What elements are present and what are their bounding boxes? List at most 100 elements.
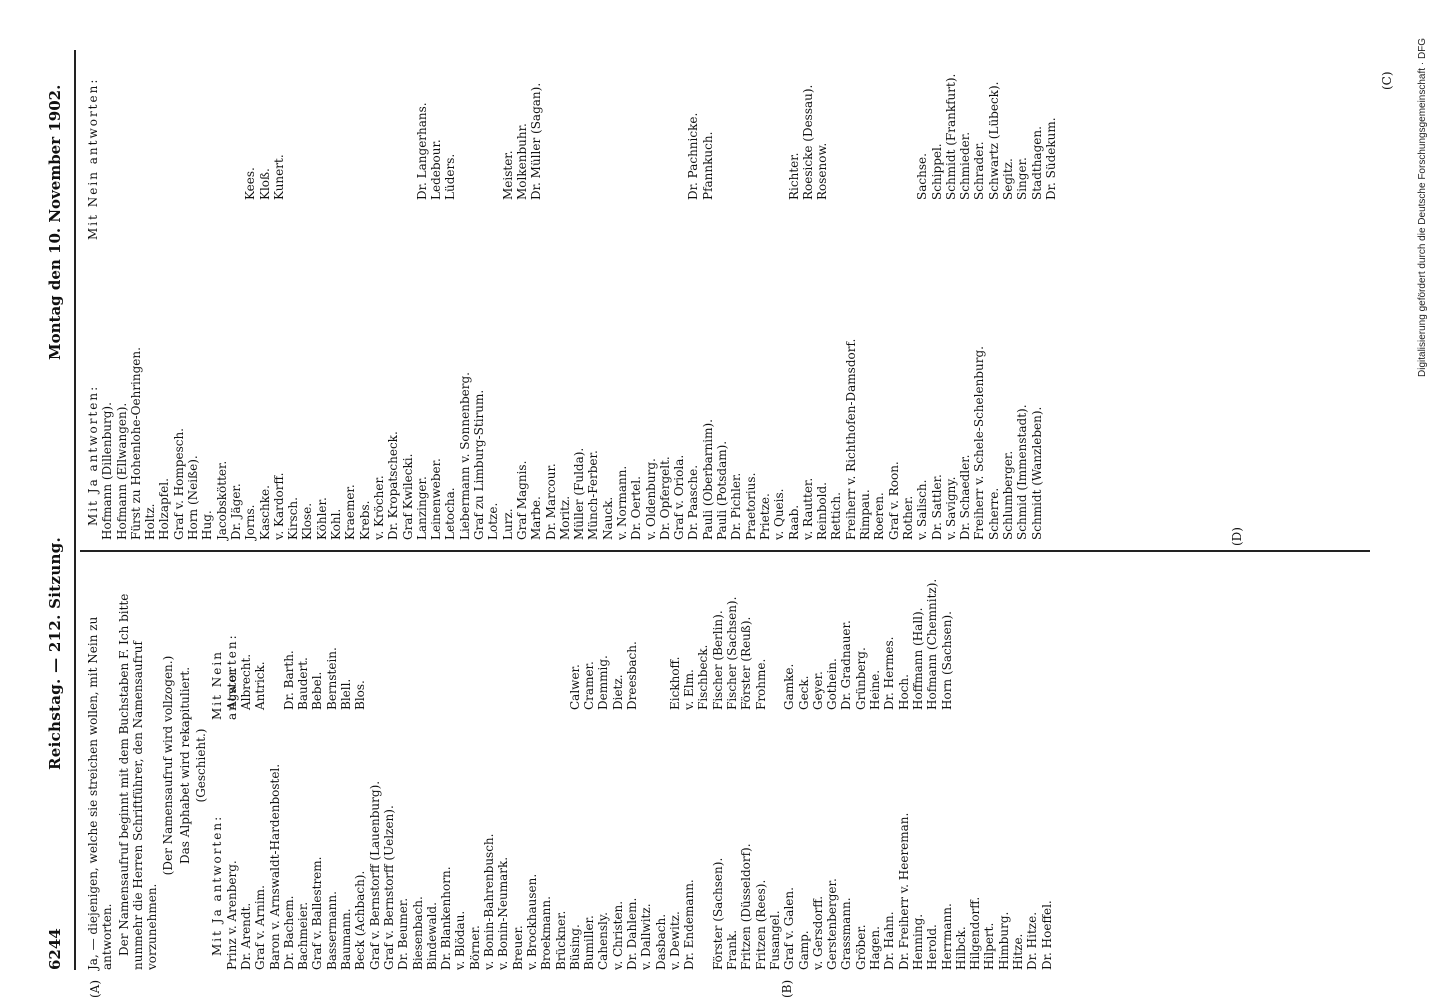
name-row: Graf v. Ballestrem. Bebel.: [310, 575, 324, 970]
name-cell: Dasbach.: [653, 913, 668, 970]
name-row: Henning. Hoffmann (Hall).: [911, 575, 925, 971]
name-cell: Breuer.: [510, 925, 525, 970]
name-cell: Frohme.: [753, 658, 768, 710]
name-row: Liebermann v. Sonnenberg.: [458, 50, 472, 540]
name-cell: Stadthagen.: [1029, 126, 1044, 200]
name-row: Jacobskötter.: [215, 50, 229, 540]
column-divider: [80, 550, 1370, 552]
name-row: Lotze.: [486, 50, 500, 540]
heading-ja-left: Mit Ja antworten:: [210, 814, 225, 956]
name-cell: Liebermann v. Sonnenberg.: [457, 372, 472, 540]
name-cell: Dr. Müller (Sagan).: [529, 82, 544, 200]
header-rule: [74, 50, 76, 970]
name-row: Herold. Hofmann (Chemnitz).: [925, 575, 939, 970]
name-row: Leinenweber. Ledebour.: [429, 50, 443, 540]
name-cell: Dr. Marcour.: [543, 463, 558, 540]
name-row: Dr. Pichler.: [729, 50, 743, 540]
name-row: v. Queis.: [772, 50, 786, 540]
name-row: Pauli (Oberbarnim). Pfannkuch.: [701, 50, 715, 540]
name-row: Köhler.: [315, 50, 329, 540]
vote-headings-right: Mit Ja antworten: Mit Nein antworten:: [86, 50, 100, 540]
name-row: v. Kardorff. Kunert.: [272, 50, 286, 540]
name-cell: Kloß.: [257, 168, 272, 200]
name-row: Hilgendorff.: [968, 575, 982, 970]
name-row: Brückner.: [554, 575, 568, 970]
name-cell: Dr. Hoeffel.: [1039, 900, 1054, 970]
name-row: Rimpau.: [858, 50, 872, 540]
name-row: Baron v. Arnswaldt-Hardenbostel.: [268, 575, 282, 970]
name-cell: v. Brockhausen.: [524, 873, 539, 970]
name-cell: Blos.: [353, 680, 368, 710]
name-cell: Kees.: [243, 167, 258, 200]
name-cell: Graf v. Ballestrem.: [310, 856, 325, 970]
name-cell: Hofmann (Ellwangen).: [114, 402, 129, 540]
name-row: Biesenbach.: [411, 575, 425, 970]
name-cell: Holtz.: [143, 503, 158, 541]
name-cell: Münch-Ferber.: [586, 450, 601, 540]
intro-paragraph-1: Ja, — diejenigen, welche sie streichen w…: [86, 616, 115, 970]
name-row: Graf v. Hompesch.: [172, 50, 186, 540]
name-row: Bachmeier. Baudert.: [296, 575, 310, 970]
name-cell: Schmidt (Wanzleben).: [1029, 406, 1044, 540]
name-cell: Dr. Gradnauer.: [839, 620, 854, 710]
name-cell: v. Normann.: [614, 465, 629, 540]
name-row: Fusangel.: [768, 575, 782, 970]
name-cell: Graf v. Hompesch.: [171, 428, 186, 540]
name-row: Kohl.: [329, 50, 343, 540]
name-cell: Dr. Endemann.: [682, 879, 697, 970]
name-row: Frank. Fischer (Sachsen).: [725, 575, 739, 970]
name-row: Dr. Oertel.: [629, 50, 643, 540]
name-cell: Hilbck.: [953, 926, 968, 970]
name-cell: Cahensly.: [596, 912, 611, 970]
name-row: Hofmann (Dillenburg).: [100, 50, 114, 540]
name-cell: Dr. Blankenhorn.: [439, 866, 454, 970]
name-cell: Geck.: [796, 675, 811, 711]
name-row: Roeren.: [872, 50, 886, 540]
name-row: Graf Magnis. Molkenbuhr.: [515, 50, 529, 540]
name-cell: Dr. Südekum.: [1043, 117, 1058, 200]
heading-ja-right: Mit Ja antworten:: [86, 384, 100, 526]
name-cell: Bernstein.: [324, 647, 339, 710]
name-cell: Letocha.: [443, 487, 458, 540]
name-row: Lanzinger. Dr. Langerhans.: [415, 50, 429, 540]
rotated-page: 6244 Reichstag. — 212. Sitzung. Montag d…: [40, 50, 1400, 998]
margin-marker-b: (B): [780, 979, 794, 998]
name-cell: Herrmann.: [939, 903, 954, 970]
name-row: Reinbold. Rosenow.: [815, 50, 829, 540]
name-row: Broekmann.: [539, 575, 553, 970]
name-row: v. Blödau.: [453, 575, 467, 970]
name-row: Marbe. Dr. Müller (Sagan).: [529, 50, 543, 540]
margin-marker-a: (A): [88, 979, 102, 998]
name-row: Dr. Hahn. Dr. Hermes.: [882, 575, 896, 970]
page-header: 6244 Reichstag. — 212. Sitzung. Montag d…: [40, 50, 74, 970]
name-cell: Hofmann (Chemnitz).: [925, 578, 940, 710]
name-row: Freiherr v. Richthofen-Damsdorf.: [844, 50, 858, 540]
name-row: Graf Kwilecki.: [401, 50, 415, 540]
name-cell: Biesenbach.: [410, 896, 425, 970]
name-cell: Dr. Hitze.: [1025, 911, 1040, 970]
name-row: Dr. Hoeffel.: [1040, 575, 1054, 970]
name-cell: Blell.: [339, 678, 354, 710]
name-cell: Dr. Schaedler.: [958, 454, 973, 540]
name-row: Horn (Neiße).: [186, 50, 200, 540]
name-cell: Grünberg.: [853, 647, 868, 710]
name-cell: Baumann.: [339, 908, 354, 970]
name-row: Scherre. Schwartz (Lübeck).: [987, 50, 1001, 540]
name-cell: Singer.: [1015, 157, 1030, 200]
margin-marker-c: (C): [1380, 71, 1394, 90]
name-cell: Pauli (Oberbarnim).: [700, 419, 715, 540]
name-cell: Fischer (Sachsen).: [725, 596, 740, 710]
name-row: Prietze.: [758, 50, 772, 540]
name-cell: Sachse.: [915, 153, 930, 200]
name-row: Fritzen (Rees). Frohme.: [754, 575, 768, 970]
page-title: Reichstag. — 212. Sitzung.: [46, 536, 64, 770]
name-cell: Förster (Reuß).: [739, 616, 754, 710]
name-cell: v. Kröcher.: [371, 475, 386, 540]
name-row: v. Gersdorff. Geyer.: [811, 575, 825, 970]
name-row: v. Normann.: [615, 50, 629, 540]
name-cell: Dreesbach.: [624, 641, 639, 710]
name-row: Gröber. Grünberg.: [854, 575, 868, 970]
name-row: Himburg.: [997, 575, 1011, 970]
name-row: Büsing. Calwer.: [568, 575, 582, 970]
name-cell: Moritz.: [557, 495, 572, 540]
